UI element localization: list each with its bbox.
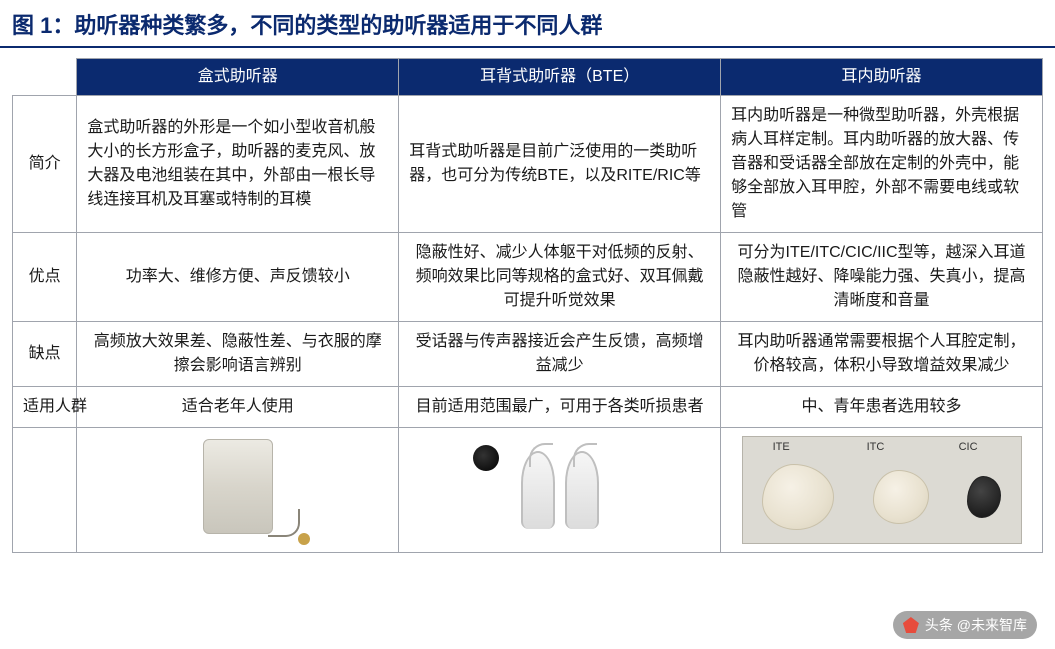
cell-aud-box: 适合老年人使用 [77, 387, 399, 428]
col-header-ite: 耳内助听器 [721, 59, 1043, 96]
ite-label-cic: CIC [959, 439, 978, 456]
ite-label-itc: ITC [867, 439, 885, 456]
cell-aud-bte: 目前适用范围最广，可用于各类听损患者 [399, 387, 721, 428]
row-header-intro: 简介 [13, 96, 77, 233]
cic-shape-icon [967, 476, 1001, 518]
cell-aud-ite: 中、青年患者选用较多 [721, 387, 1043, 428]
image-ite-hearing-aid: ITE ITC CIC [721, 428, 1043, 553]
row-intro: 简介 盒式助听器的外形是一个如小型收音机般大小的长方形盒子，助听器的麦克风、放大… [13, 96, 1043, 233]
cell-pros-box: 功率大、维修方便、声反馈较小 [77, 233, 399, 322]
col-header-box: 盒式助听器 [77, 59, 399, 96]
cell-cons-bte: 受话器与传声器接近会产生反馈，高频增益减少 [399, 322, 721, 387]
table-header-row: 盒式助听器 耳背式助听器（BTE） 耳内助听器 [13, 59, 1043, 96]
ite-panel-icon: ITE ITC CIC [742, 436, 1022, 544]
row-header-images [13, 428, 77, 553]
ite-label-ite: ITE [773, 439, 790, 456]
cell-pros-ite: 可分为ITE/ITC/CIC/IIC型等，越深入耳道隐蔽性越好、降噪能力强、失真… [721, 233, 1043, 322]
cell-intro-ite: 耳内助听器是一种微型助听器，外壳根据病人耳样定制。耳内助听器的放大器、传音器和受… [721, 96, 1043, 233]
bte-right-icon [565, 451, 599, 529]
cell-intro-box: 盒式助听器的外形是一个如小型收音机般大小的长方形盒子，助听器的麦克风、放大器及电… [77, 96, 399, 233]
cell-intro-bte: 耳背式助听器是目前广泛使用的一类助听器，也可分为传统BTE，以及RITE/RIC… [399, 96, 721, 233]
cell-cons-ite: 耳内助听器通常需要根据个人耳腔定制，价格较高，体积小导致增益效果减少 [721, 322, 1043, 387]
row-cons: 缺点 高频放大效果差、隐蔽性差、与衣服的摩擦会影响语言辨别 受话器与传声器接近会… [13, 322, 1043, 387]
image-bte-hearing-aid [399, 428, 721, 553]
figure-title-bar: 图 1：助听器种类繁多，不同的类型的助听器适用于不同人群 [0, 0, 1055, 48]
box-hearing-aid-icon [203, 439, 273, 534]
figure-title: 图 1：助听器种类繁多，不同的类型的助听器适用于不同人群 [12, 8, 1043, 40]
image-box-hearing-aid [77, 428, 399, 553]
col-header-bte: 耳背式助听器（BTE） [399, 59, 721, 96]
watermark: 头条 @未来智库 [893, 611, 1037, 639]
row-header-audience: 适用人群 [13, 387, 77, 428]
bte-left-icon [521, 451, 555, 529]
row-pros: 优点 功率大、维修方便、声反馈较小 隐蔽性好、减少人体躯干对低频的反射、频响效果… [13, 233, 1043, 322]
row-audience: 适用人群 适合老年人使用 目前适用范围最广，可用于各类听损患者 中、青年患者选用… [13, 387, 1043, 428]
watermark-logo-icon [903, 617, 919, 633]
ric-receiver-icon [473, 445, 499, 471]
cell-cons-box: 高频放大效果差、隐蔽性差、与衣服的摩擦会影响语言辨别 [77, 322, 399, 387]
comparison-table: 盒式助听器 耳背式助听器（BTE） 耳内助听器 简介 盒式助听器的外形是一个如小… [12, 58, 1043, 553]
row-header-pros: 优点 [13, 233, 77, 322]
ite-shape-icon [762, 464, 834, 530]
row-images: ITE ITC CIC [13, 428, 1043, 553]
row-header-cons: 缺点 [13, 322, 77, 387]
cell-pros-bte: 隐蔽性好、减少人体躯干对低频的反射、频响效果比同等规格的盒式好、双耳佩戴可提升听… [399, 233, 721, 322]
itc-shape-icon [873, 470, 929, 524]
watermark-text: 头条 @未来智库 [925, 615, 1027, 635]
header-corner [13, 59, 77, 96]
